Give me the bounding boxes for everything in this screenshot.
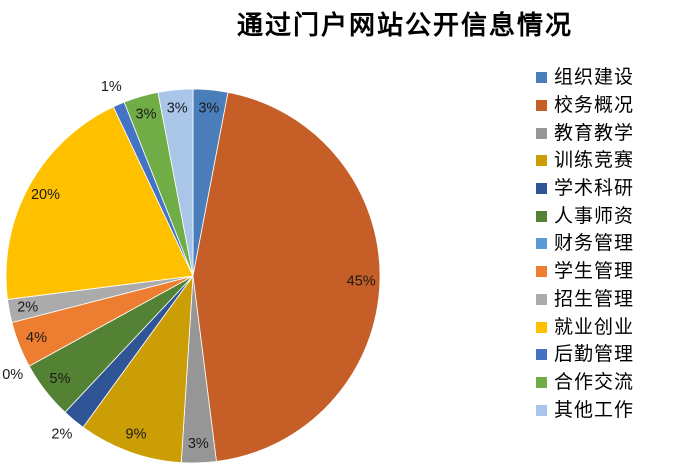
pie-data-label: 20% bbox=[31, 187, 60, 203]
pie-data-label: 1% bbox=[101, 79, 122, 95]
chart-legend: 组织建设校务概况教育教学训练竞赛学术科研人事师资财务管理学生管理招生管理就业创业… bbox=[536, 64, 634, 424]
legend-swatch-icon bbox=[536, 238, 547, 250]
legend-swatch-icon bbox=[536, 155, 547, 167]
legend-swatch-icon bbox=[536, 321, 547, 333]
legend-label: 后勤管理 bbox=[554, 344, 635, 366]
legend-label: 人事师资 bbox=[554, 205, 635, 227]
legend-item[interactable]: 校务概况 bbox=[536, 92, 634, 120]
pie-slice[interactable] bbox=[157, 88, 194, 277]
legend-label: 训练竞赛 bbox=[554, 150, 635, 172]
legend-swatch-icon bbox=[536, 72, 547, 84]
legend-item[interactable]: 就业创业 bbox=[536, 313, 634, 341]
legend-item[interactable]: 组织建设 bbox=[536, 64, 634, 92]
pie-data-label: 3% bbox=[188, 436, 209, 452]
legend-label: 财务管理 bbox=[554, 233, 635, 255]
legend-swatch-icon bbox=[536, 127, 547, 139]
legend-swatch-icon bbox=[536, 404, 547, 416]
chart-title: 通过门户网站公开信息情况 bbox=[236, 11, 574, 40]
legend-swatch-icon bbox=[536, 293, 547, 305]
pie-data-label: 45% bbox=[347, 273, 376, 289]
pie-data-label: 2% bbox=[51, 427, 72, 443]
legend-swatch-icon bbox=[536, 210, 547, 222]
pie-slice[interactable] bbox=[192, 91, 381, 462]
pie-slice[interactable] bbox=[82, 274, 194, 464]
legend-item[interactable]: 其他工作 bbox=[536, 396, 634, 424]
legend-label: 就业创业 bbox=[554, 316, 635, 338]
legend-item[interactable]: 学生管理 bbox=[536, 258, 634, 286]
pie-data-label: 3% bbox=[167, 100, 188, 116]
legend-label: 教育教学 bbox=[554, 122, 635, 144]
legend-label: 学生管理 bbox=[554, 261, 635, 283]
legend-item[interactable]: 招生管理 bbox=[536, 286, 634, 314]
legend-swatch-icon bbox=[536, 376, 547, 388]
legend-swatch-icon bbox=[536, 183, 547, 195]
legend-label: 其他工作 bbox=[554, 399, 635, 421]
pie-data-label: 5% bbox=[50, 371, 71, 387]
pie-data-label: 3% bbox=[198, 100, 219, 116]
legend-swatch-icon bbox=[536, 349, 547, 361]
pie-data-label: 3% bbox=[136, 106, 157, 122]
legend-item[interactable]: 合作交流 bbox=[536, 369, 634, 397]
legend-item[interactable]: 教育教学 bbox=[536, 119, 634, 147]
legend-item[interactable]: 学术科研 bbox=[536, 175, 634, 203]
legend-item[interactable]: 财务管理 bbox=[536, 230, 634, 258]
legend-label: 学术科研 bbox=[554, 178, 635, 200]
legend-label: 校务概况 bbox=[554, 95, 635, 117]
pie-data-label: 9% bbox=[126, 426, 147, 442]
legend-item[interactable]: 人事师资 bbox=[536, 202, 634, 230]
pie-data-label: 0% bbox=[2, 367, 23, 383]
legend-item[interactable]: 训练竞赛 bbox=[536, 147, 634, 175]
legend-label: 组织建设 bbox=[554, 67, 635, 89]
pie-data-label: 2% bbox=[17, 300, 38, 316]
pie-slice[interactable] bbox=[5, 106, 194, 300]
legend-label: 合作交流 bbox=[554, 371, 635, 393]
legend-swatch-icon bbox=[536, 100, 547, 112]
legend-swatch-icon bbox=[536, 266, 547, 278]
legend-item[interactable]: 后勤管理 bbox=[536, 341, 634, 369]
legend-label: 招生管理 bbox=[554, 288, 635, 310]
pie-data-label: 4% bbox=[26, 330, 47, 346]
